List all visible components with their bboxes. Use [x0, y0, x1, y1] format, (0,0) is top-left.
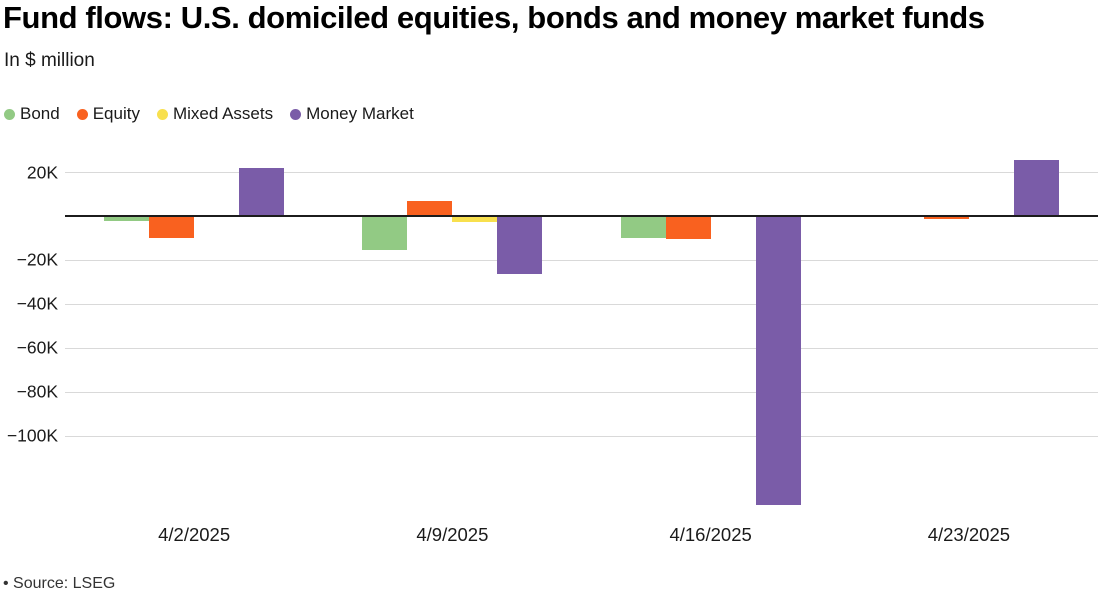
source-note: • Source: LSEG	[3, 575, 116, 592]
legend-dot-icon	[156, 108, 168, 120]
y-axis-tick-label: −100K	[6, 425, 58, 446]
plot-area: 20K −20K −40K −60K −80K −100K	[0, 150, 1098, 510]
x-axis-label: 4/2/2025	[158, 524, 231, 545]
bar-bond-4/2/2025	[104, 216, 150, 222]
legend-dot-icon	[76, 108, 88, 120]
gridline	[65, 303, 1098, 305]
legend-dot-icon	[4, 108, 15, 120]
legend-item-label: Bond	[20, 104, 60, 123]
legend-item-mixed-assets: Mixed Assets	[156, 104, 274, 124]
legend-item-bond: Bond	[4, 104, 60, 124]
gridline	[65, 347, 1098, 349]
chart-legend: Bond Equity Mixed Assets Money Market	[4, 104, 414, 124]
x-axis-label: 4/23/2025	[927, 524, 1011, 545]
bar-equity-4/16/2025	[665, 216, 711, 240]
gridline	[65, 259, 1098, 261]
bar-money-market-4/16/2025	[755, 216, 801, 505]
y-axis-tick-label: −20K	[16, 249, 58, 270]
y-axis-tick-label: 20K	[26, 162, 58, 183]
gridline	[65, 391, 1098, 393]
y-axis-tick-label: −60K	[16, 337, 58, 358]
bar-equity-4/9/2025	[407, 201, 453, 216]
bar-money-market-4/2/2025	[239, 167, 285, 216]
legend-dot-icon	[290, 108, 302, 120]
legend-item-label: Equity	[92, 104, 140, 123]
bar-mixed-assets-4/9/2025	[452, 216, 498, 222]
y-axis-tick-label: −80K	[16, 381, 58, 402]
legend-item-label: Money Market	[306, 104, 414, 123]
legend-item-equity: Equity	[76, 104, 140, 124]
bar-money-market-4/9/2025	[497, 216, 543, 274]
gridline	[65, 172, 1098, 174]
x-axis-label: 4/16/2025	[669, 524, 752, 545]
bar-equity-4/23/2025	[923, 216, 969, 220]
chart-subtitle: In $ million	[4, 50, 95, 71]
bar-equity-4/2/2025	[149, 216, 195, 238]
zero-baseline	[65, 215, 1098, 217]
legend-item-label: Mixed Assets	[172, 104, 274, 123]
x-axis-label: 4/9/2025	[416, 524, 489, 545]
y-axis-tick-label: −40K	[16, 293, 58, 314]
x-axis: 4/2/2025 4/9/2025 4/16/2025 4/23/2025	[0, 524, 1098, 548]
legend-item-money-market: Money Market	[290, 104, 414, 124]
bar-bond-4/9/2025	[362, 216, 408, 251]
bar-money-market-4/23/2025	[1013, 160, 1059, 216]
chart-title: Fund flows: U.S. domiciled equities, bon…	[3, 0, 985, 35]
gridline	[65, 435, 1098, 437]
bar-bond-4/16/2025	[620, 216, 666, 239]
